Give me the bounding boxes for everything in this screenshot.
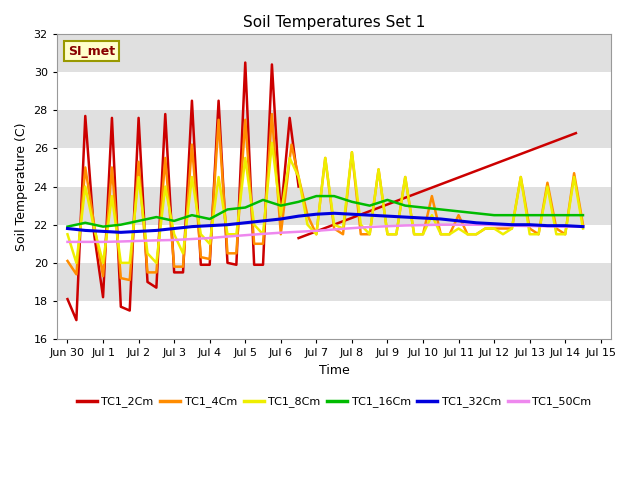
Title: Soil Temperatures Set 1: Soil Temperatures Set 1	[243, 15, 426, 30]
Y-axis label: Soil Temperature (C): Soil Temperature (C)	[15, 122, 28, 251]
Bar	[57, 148, 611, 187]
Bar	[57, 301, 611, 339]
Bar	[57, 187, 611, 225]
Bar	[57, 225, 611, 263]
Bar	[57, 72, 611, 110]
Bar	[57, 263, 611, 301]
Legend: TC1_2Cm, TC1_4Cm, TC1_8Cm, TC1_16Cm, TC1_32Cm, TC1_50Cm: TC1_2Cm, TC1_4Cm, TC1_8Cm, TC1_16Cm, TC1…	[72, 392, 596, 412]
X-axis label: Time: Time	[319, 364, 349, 377]
Text: SI_met: SI_met	[68, 45, 115, 58]
Bar	[57, 110, 611, 148]
Bar	[57, 34, 611, 72]
